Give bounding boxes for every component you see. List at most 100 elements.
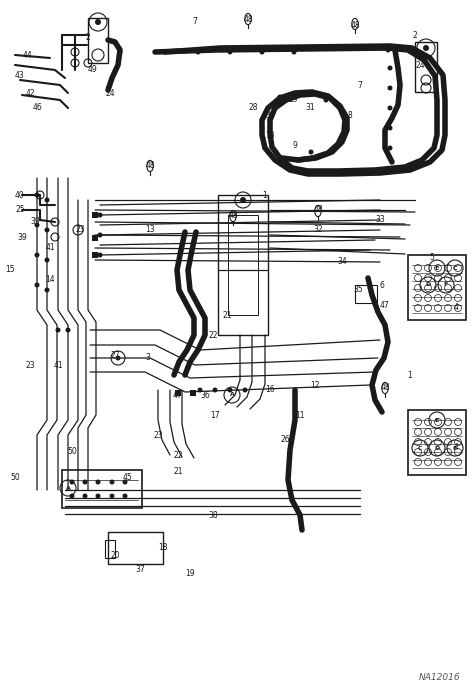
Circle shape (45, 227, 49, 232)
Text: 34: 34 (337, 258, 347, 267)
Text: 14: 14 (45, 276, 55, 285)
Bar (92, 212, 98, 218)
Bar (92, 252, 98, 258)
Bar (108, 532, 163, 564)
Text: 48: 48 (145, 161, 155, 170)
Text: 3: 3 (146, 353, 150, 362)
Text: 5: 5 (429, 254, 435, 263)
Text: 1: 1 (408, 371, 412, 380)
Circle shape (122, 493, 128, 498)
Bar (408, 255, 466, 320)
Text: 39: 39 (17, 232, 27, 241)
Circle shape (423, 45, 429, 51)
Bar (218, 195, 268, 335)
Circle shape (45, 198, 49, 202)
Text: 23: 23 (75, 225, 85, 234)
Bar (88, 18, 108, 63)
Circle shape (240, 197, 246, 203)
Circle shape (259, 125, 264, 130)
Text: 50: 50 (67, 448, 77, 457)
Circle shape (267, 118, 273, 123)
Text: A: A (229, 392, 235, 398)
Circle shape (309, 150, 313, 155)
Text: 35: 35 (353, 286, 363, 295)
Circle shape (198, 387, 202, 392)
Circle shape (277, 94, 283, 100)
Text: 11: 11 (295, 410, 305, 419)
Text: 16: 16 (265, 385, 275, 394)
Bar (228, 215, 258, 315)
Bar (62, 470, 142, 508)
Circle shape (388, 66, 392, 71)
Text: 8: 8 (347, 110, 352, 119)
Text: 50: 50 (10, 473, 20, 482)
Text: D: D (425, 283, 430, 288)
Text: NA12016: NA12016 (419, 674, 461, 683)
Text: A: A (65, 486, 71, 491)
Text: 4: 4 (454, 444, 458, 453)
Circle shape (82, 493, 88, 498)
Text: 48: 48 (313, 206, 323, 215)
Text: 10: 10 (265, 130, 275, 139)
Text: 39: 39 (30, 218, 40, 227)
Text: 4: 4 (454, 304, 458, 313)
Text: 13: 13 (145, 225, 155, 234)
Text: 8: 8 (118, 48, 122, 57)
Circle shape (70, 480, 74, 484)
Text: 2: 2 (413, 30, 418, 40)
Text: F: F (444, 283, 448, 288)
Text: 25: 25 (15, 206, 25, 215)
Text: C: C (418, 446, 422, 450)
Text: 21: 21 (222, 310, 232, 319)
Text: 26: 26 (280, 435, 290, 444)
Circle shape (109, 480, 115, 484)
Circle shape (95, 480, 100, 484)
Bar (190, 390, 196, 396)
Circle shape (70, 493, 74, 498)
Text: 28: 28 (248, 103, 258, 112)
Circle shape (98, 213, 102, 218)
Text: 48: 48 (228, 211, 238, 220)
Text: 37: 37 (135, 565, 145, 574)
Text: 38: 38 (208, 511, 218, 520)
Text: 20: 20 (110, 550, 120, 559)
Text: 7: 7 (357, 80, 363, 89)
Text: 19: 19 (185, 568, 195, 577)
Text: 29: 29 (288, 96, 298, 105)
Text: 36: 36 (200, 390, 210, 399)
Circle shape (45, 258, 49, 263)
Circle shape (109, 493, 115, 498)
Text: 21: 21 (173, 468, 183, 477)
Circle shape (65, 328, 71, 333)
Text: 43: 43 (15, 71, 25, 80)
Circle shape (98, 252, 102, 258)
Text: 47: 47 (173, 390, 183, 399)
Text: 33: 33 (375, 216, 385, 225)
Text: E: E (435, 417, 439, 423)
Text: 24: 24 (415, 60, 425, 69)
Circle shape (35, 222, 39, 227)
Circle shape (228, 387, 233, 392)
Text: 12: 12 (310, 380, 320, 389)
Text: 22: 22 (208, 331, 218, 340)
Text: 41: 41 (53, 360, 63, 369)
Text: 44: 44 (23, 51, 33, 60)
Text: 40: 40 (15, 191, 25, 200)
Text: 24: 24 (105, 89, 115, 98)
Bar (105, 540, 115, 558)
Circle shape (388, 105, 392, 110)
Text: 42: 42 (25, 89, 35, 98)
Circle shape (243, 387, 247, 392)
Circle shape (195, 49, 201, 55)
Text: 9: 9 (292, 141, 298, 150)
Text: D: D (434, 446, 439, 450)
Circle shape (388, 125, 392, 130)
Circle shape (95, 19, 101, 25)
Text: F: F (453, 446, 457, 450)
Circle shape (163, 49, 167, 55)
Text: 49: 49 (88, 66, 98, 75)
Text: 48: 48 (350, 21, 360, 30)
Circle shape (212, 387, 218, 392)
Circle shape (294, 157, 300, 162)
Text: 23: 23 (25, 360, 35, 369)
